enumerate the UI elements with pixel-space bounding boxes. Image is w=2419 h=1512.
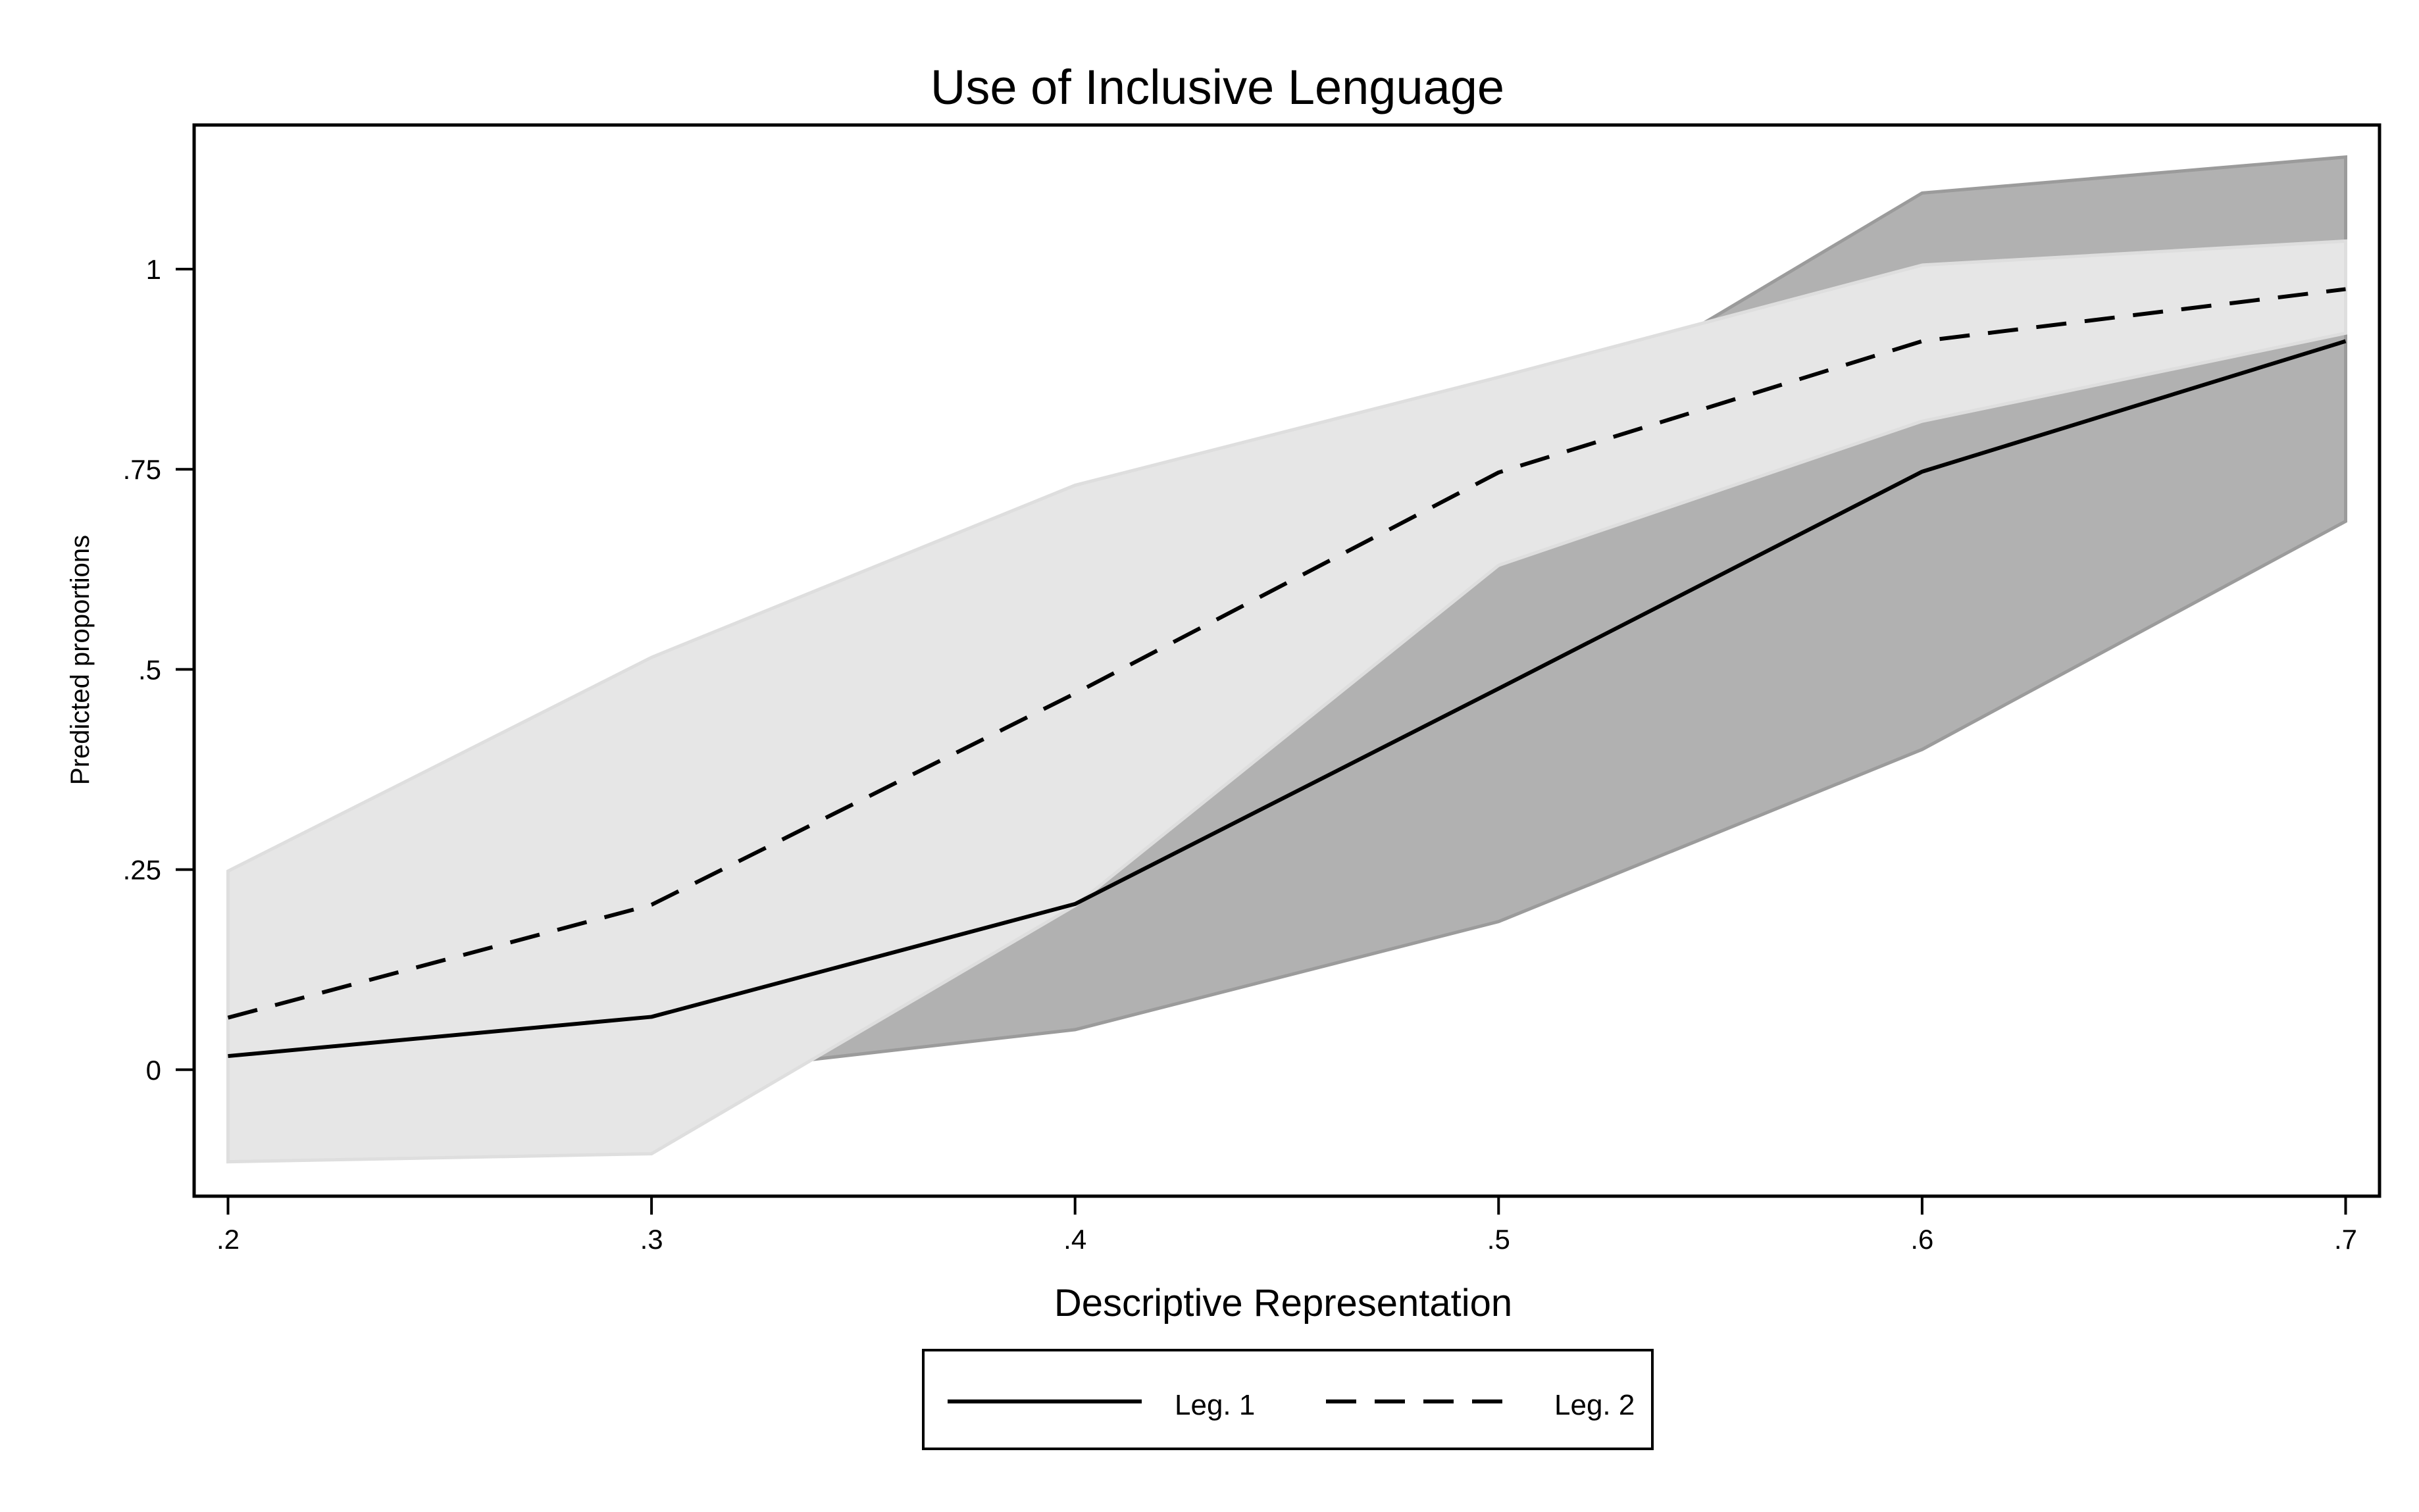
legend-label-leg-2: Leg. 2 bbox=[1554, 1389, 1635, 1421]
x-tick-label: .6 bbox=[1910, 1224, 1933, 1255]
series-line-2 bbox=[227, 287, 2346, 1020]
y-axis-label: Predicted proportions bbox=[66, 535, 95, 785]
x-axis: .2 .3 .4 .5 .6 .7 bbox=[216, 1196, 2357, 1255]
series-lines bbox=[227, 287, 2347, 1059]
y-tick-label: .5 bbox=[138, 654, 161, 685]
x-tick-label: .5 bbox=[1487, 1224, 1510, 1255]
y-tick-label: 0 bbox=[146, 1055, 161, 1086]
x-tick-label: .4 bbox=[1063, 1224, 1086, 1255]
x-tick-label: .7 bbox=[2334, 1224, 2357, 1255]
x-axis-label: Descriptive Representation bbox=[1054, 1282, 1512, 1324]
y-tick-label: .25 bbox=[123, 855, 161, 886]
chart-title: Use of Inclusive Lenguage bbox=[930, 60, 1504, 114]
y-tick-label: .75 bbox=[123, 454, 161, 485]
legend: Leg. 1 Leg. 2 bbox=[922, 1349, 1654, 1450]
x-tick-label: .2 bbox=[216, 1224, 240, 1255]
y-tick-label: 1 bbox=[146, 254, 161, 285]
confidence-bands bbox=[226, 155, 2348, 1164]
legend-label-leg-1: Leg. 1 bbox=[1175, 1389, 1255, 1421]
plot-frame bbox=[192, 123, 2381, 1198]
y-axis: 0 .25 .5 .75 1 bbox=[123, 254, 194, 1086]
ci-band-series-2 bbox=[226, 239, 2348, 1164]
x-tick-label: .3 bbox=[640, 1224, 663, 1255]
series-line-1 bbox=[228, 339, 2347, 1059]
